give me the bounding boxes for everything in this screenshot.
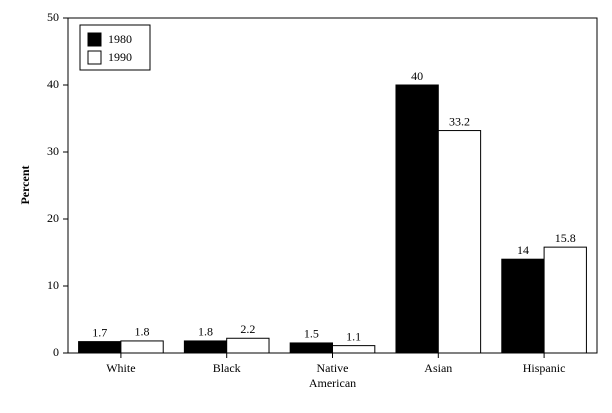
value-label: 1.8 bbox=[135, 325, 150, 339]
bar bbox=[226, 337, 270, 354]
y-tick-label: 40 bbox=[47, 77, 59, 91]
bar bbox=[543, 246, 587, 354]
x-tick-label: Black bbox=[212, 361, 241, 375]
y-tick-label: 30 bbox=[47, 144, 59, 158]
value-label: 1.8 bbox=[198, 325, 213, 339]
y-tick-label: 0 bbox=[53, 345, 59, 359]
legend-swatch bbox=[87, 50, 102, 65]
value-label: 2.2 bbox=[240, 322, 255, 336]
value-label: 1.7 bbox=[92, 325, 107, 339]
x-tick-label: Native American bbox=[308, 361, 357, 390]
x-tick-label: Hispanic bbox=[522, 361, 566, 375]
bar bbox=[183, 340, 228, 354]
legend-swatch bbox=[87, 32, 102, 47]
bar bbox=[395, 84, 439, 354]
y-tick-label: 50 bbox=[47, 10, 59, 24]
value-label: 14 bbox=[517, 243, 529, 257]
legend-label: 1990 bbox=[108, 50, 132, 64]
value-label: 1.5 bbox=[304, 327, 319, 341]
y-tick-label: 20 bbox=[47, 211, 59, 225]
y-axis-label: Percent bbox=[18, 165, 32, 204]
bar bbox=[501, 258, 545, 354]
bar bbox=[78, 341, 122, 354]
bar bbox=[437, 130, 482, 354]
y-tick-label: 10 bbox=[47, 278, 59, 292]
x-tick-label: White bbox=[106, 361, 136, 375]
value-label: 33.2 bbox=[449, 114, 470, 128]
bar bbox=[289, 342, 333, 354]
value-label: 40 bbox=[411, 69, 423, 83]
value-label: 1.1 bbox=[346, 329, 361, 343]
bar bbox=[120, 340, 164, 354]
x-tick-label: Asian bbox=[424, 361, 453, 375]
value-label: 15.8 bbox=[555, 231, 576, 245]
bar bbox=[332, 345, 376, 354]
legend-label: 1980 bbox=[108, 32, 132, 46]
